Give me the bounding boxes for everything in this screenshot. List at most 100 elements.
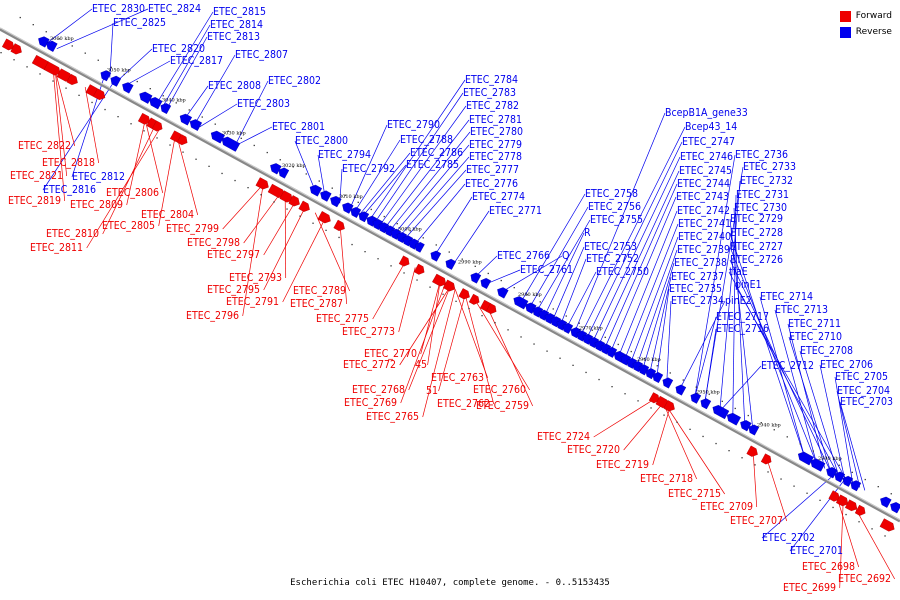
forward-gene-label[interactable]: ETEC_2715	[668, 488, 721, 500]
forward-gene-label[interactable]: ETEC_2707	[730, 515, 783, 527]
forward-gene-arrow[interactable]	[92, 88, 106, 101]
reverse-gene-label[interactable]: ETEC_2800	[295, 135, 348, 147]
forward-gene-arrow[interactable]	[317, 211, 331, 224]
gene-labels[interactable]: ETEC_2830 ETEC_2824ETEC_2825ETEC_2815ETEC…	[8, 3, 893, 594]
reverse-gene-arrow[interactable]	[408, 238, 420, 250]
reverse-gene-label[interactable]: ETEC_2729	[730, 213, 783, 225]
reverse-gene-label[interactable]: ETEC_2752	[586, 253, 639, 265]
reverse-gene-label[interactable]: ETEC_2802	[268, 75, 321, 87]
reverse-gene-label[interactable]: ETEC_2814	[210, 19, 263, 31]
reverse-gene-label[interactable]: ETEC_2792	[342, 163, 395, 175]
reverse-gene-label[interactable]: ETEC_2713	[775, 304, 828, 316]
reverse-gene-arrow[interactable]	[358, 211, 370, 223]
reverse-gene-label[interactable]: ETEC_2714	[760, 291, 813, 303]
reverse-gene-label[interactable]: ETEC_2744	[677, 178, 730, 190]
reverse-gene-label[interactable]: ETEC_2766	[497, 250, 550, 262]
reverse-gene-label[interactable]: ETEC_2734	[671, 295, 724, 307]
reverse-gene-arrow[interactable]	[221, 136, 241, 152]
forward-gene-label[interactable]: ETEC_2804	[141, 209, 194, 221]
reverse-gene-arrow[interactable]	[430, 250, 442, 262]
forward-gene-arrow[interactable]	[458, 288, 470, 300]
reverse-gene-label[interactable]: ETEC_2753	[584, 241, 637, 253]
forward-gene-label[interactable]: ETEC_2805	[102, 220, 155, 232]
forward-gene-label[interactable]: ETEC_2719	[596, 459, 649, 471]
forward-gene-arrow[interactable]	[854, 504, 866, 516]
reverse-gene-arrow[interactable]	[525, 302, 537, 314]
reverse-gene-label[interactable]: ETEC_2706	[820, 359, 873, 371]
forward-gene-label[interactable]: ETEC_2692	[838, 573, 891, 585]
forward-gene-label[interactable]: ETEC_2773	[342, 326, 395, 338]
forward-gene-label[interactable]: ETEC_2762	[437, 398, 490, 410]
reverse-gene-arrow[interactable]	[330, 195, 342, 208]
reverse-gene-label[interactable]: ETEC_2750	[596, 266, 649, 278]
reverse-gene-arrow[interactable]	[740, 420, 752, 432]
reverse-gene-arrow[interactable]	[700, 398, 712, 410]
reverse-gene-label[interactable]: ETEC_2780	[470, 126, 523, 138]
reverse-gene-label[interactable]: ETEC_2808	[208, 80, 261, 92]
reverse-gene-label[interactable]: ETEC_2735	[669, 283, 722, 295]
reverse-gene-label[interactable]: pinE1	[735, 279, 762, 291]
forward-gene-arrow[interactable]	[66, 73, 78, 86]
reverse-gene-label[interactable]: ETEC_2741	[678, 218, 731, 230]
reverse-gene-label[interactable]: ETEC_2782	[466, 100, 519, 112]
reverse-gene-arrow[interactable]	[826, 467, 838, 479]
forward-gene-arrow[interactable]	[413, 263, 425, 275]
reverse-gene-label[interactable]: Bcep43_14	[685, 121, 737, 133]
forward-gene-label[interactable]: ETEC_2810	[46, 228, 99, 240]
reverse-gene-label[interactable]: ETEC_2830	[92, 3, 145, 15]
reverse-gene-arrow[interactable]	[513, 296, 529, 310]
forward-gene-label[interactable]: ETEC_2768	[352, 384, 405, 396]
forward-gene-arrow[interactable]	[43, 61, 61, 76]
forward-gene-arrow[interactable]	[835, 494, 849, 507]
forward-gene-label[interactable]: ETEC_2798	[187, 237, 240, 249]
forward-gene-label[interactable]: ETEC_2811	[30, 242, 83, 254]
forward-gene-arrow[interactable]	[828, 490, 840, 502]
reverse-gene-label[interactable]: ETEC_2755	[590, 214, 643, 226]
forward-gene-arrow[interactable]	[1, 38, 15, 51]
reverse-gene-label[interactable]: ETEC_2732	[740, 175, 793, 187]
forward-gene-label[interactable]: 45	[415, 359, 427, 371]
reverse-gene-label[interactable]: ETEC_2812	[72, 171, 125, 183]
reverse-gene-label[interactable]: ETEC_2801	[272, 121, 325, 133]
reverse-gene-arrow[interactable]	[342, 202, 354, 214]
reverse-gene-label[interactable]: ETEC_2785	[406, 159, 459, 171]
reverse-gene-label[interactable]: ETEC_2756	[588, 201, 641, 213]
reverse-gene-label[interactable]: ETEC_2746	[680, 151, 733, 163]
forward-gene-label[interactable]: ETEC_2796	[186, 310, 239, 322]
reverse-gene-arrow[interactable]	[638, 364, 650, 376]
forward-gene-label[interactable]: ETEC_2819	[8, 195, 61, 207]
forward-gene-label[interactable]: ETEC_2806	[106, 187, 159, 199]
reverse-gene-arrow[interactable]	[470, 272, 482, 284]
reverse-gene-arrow[interactable]	[415, 241, 425, 253]
forward-gene-arrow[interactable]	[398, 255, 410, 267]
forward-gene-label[interactable]: ETEC_2724	[537, 431, 590, 443]
forward-gene-label[interactable]: ETEC_2699	[783, 582, 836, 594]
forward-gene-label[interactable]: ETEC_2772	[343, 359, 396, 371]
reverse-gene-label[interactable]: ETEC_2733	[743, 161, 796, 173]
forward-gene-label[interactable]: ETEC_2709	[700, 501, 753, 513]
reverse-gene-arrow[interactable]	[712, 404, 730, 420]
forward-gene-label[interactable]: ETEC_2822	[18, 140, 71, 152]
reverse-gene-label[interactable]: ETEC_2717	[716, 311, 769, 323]
reverse-gene-label[interactable]: ETEC_2745	[679, 165, 732, 177]
reverse-gene-arrow[interactable]	[149, 97, 163, 110]
forward-gene-arrow[interactable]	[844, 499, 858, 512]
reverse-gene-label[interactable]: ETEC_2703	[840, 396, 893, 408]
reverse-gene-label[interactable]: ETEC_2783	[463, 87, 516, 99]
gene-features[interactable]	[0, 16, 900, 537]
forward-gene-label[interactable]: ETEC_2760	[473, 384, 526, 396]
reverse-gene-arrow[interactable]	[810, 458, 826, 472]
forward-gene-label[interactable]: ETEC_2797	[207, 249, 260, 261]
reverse-gene-arrow[interactable]	[160, 103, 172, 115]
reverse-gene-label[interactable]: ETEC_2747	[682, 136, 735, 148]
forward-gene-label[interactable]: ETEC_2809	[70, 199, 123, 211]
reverse-gene-label[interactable]: ETEC_2776	[465, 178, 518, 190]
forward-gene-label[interactable]: ETEC_2818	[42, 157, 95, 169]
reverse-gene-arrow[interactable]	[210, 130, 225, 144]
forward-gene-label[interactable]: ETEC_2787	[290, 298, 343, 310]
reverse-gene-arrow[interactable]	[850, 480, 862, 492]
reverse-gene-label[interactable]: ETEC_2794	[318, 149, 371, 161]
reverse-gene-label[interactable]: ETEC_2730	[734, 202, 787, 214]
reverse-gene-label[interactable]: ETEC_2771	[489, 205, 542, 217]
reverse-gene-arrow[interactable]	[278, 167, 290, 179]
